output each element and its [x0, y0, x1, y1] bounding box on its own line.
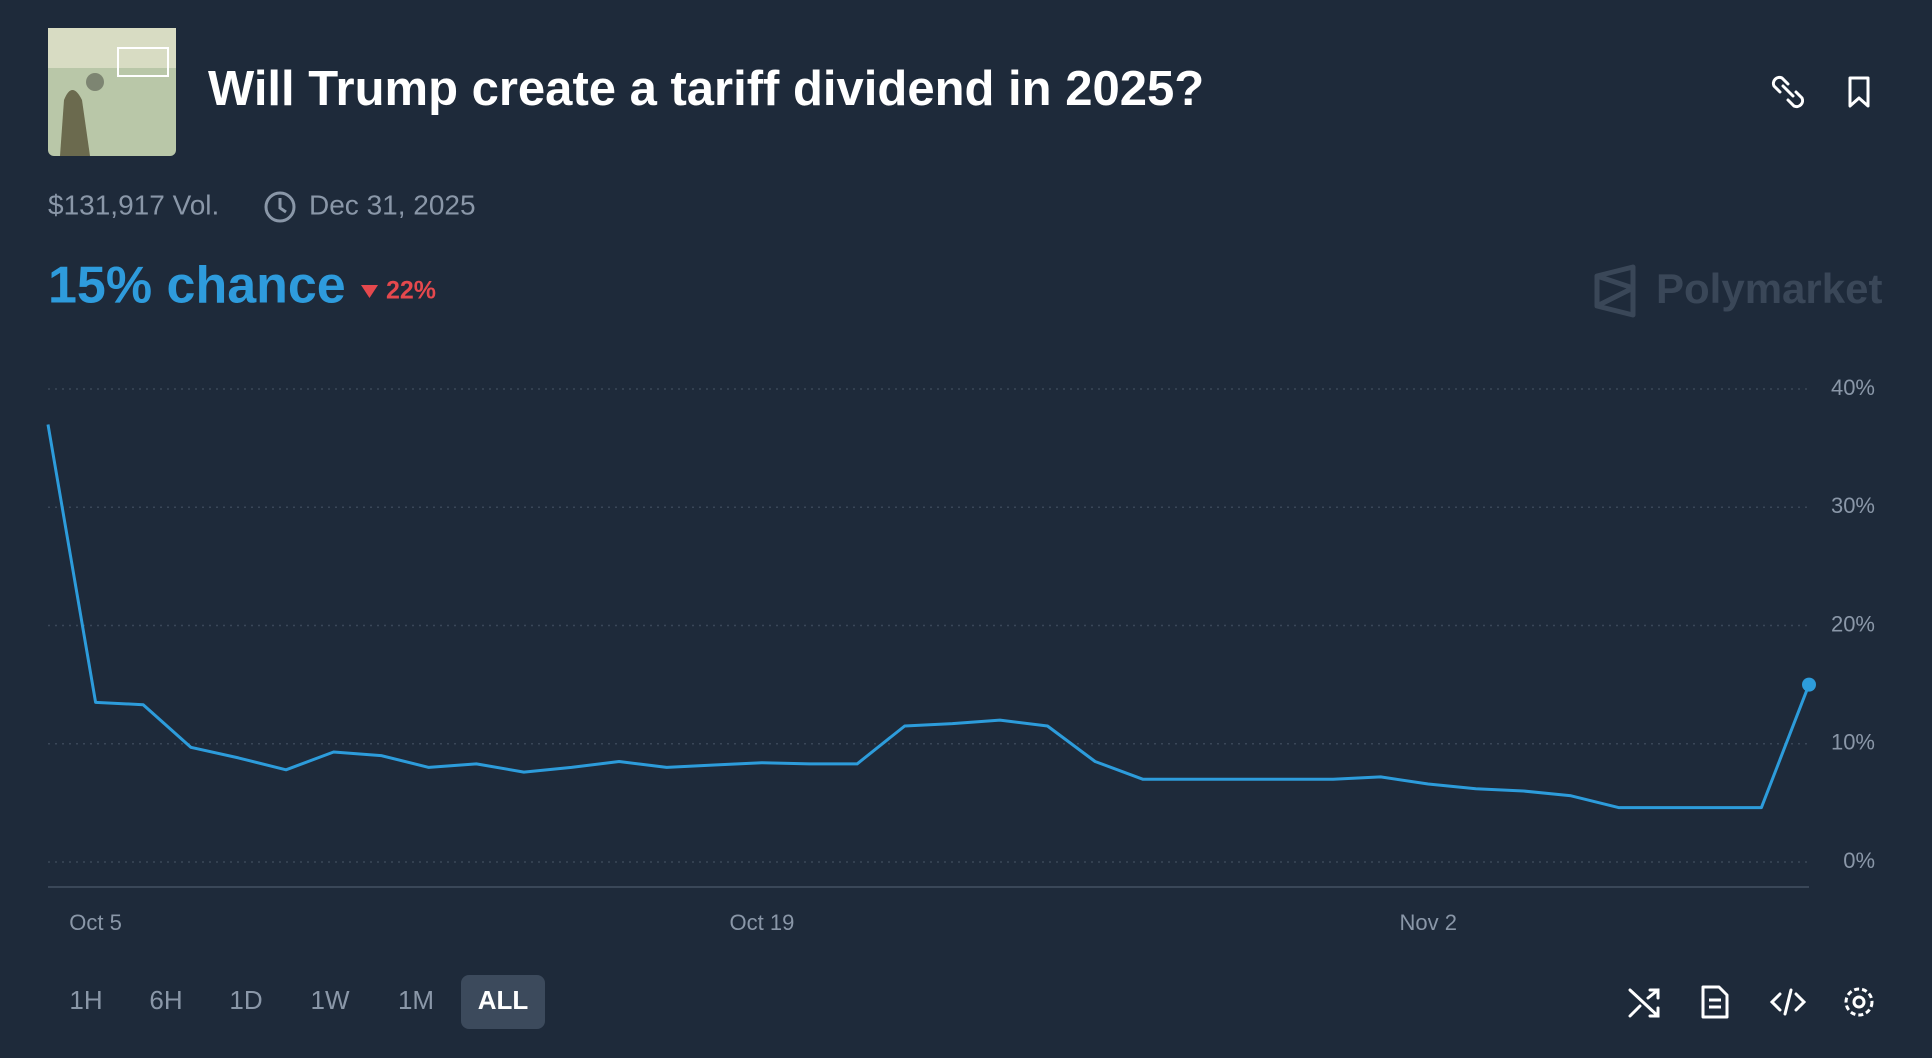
y-tick-label: 20% [1831, 611, 1875, 636]
document-button[interactable] [1701, 985, 1729, 1019]
down-arrow [361, 285, 378, 298]
shuffle-button[interactable] [1628, 988, 1660, 1018]
market-title: Will Trump create a tariff dividend in 2… [208, 62, 1204, 116]
active-range-bg [461, 975, 545, 1029]
copy-link-button[interactable] [1771, 75, 1805, 109]
embed-button[interactable] [1769, 988, 1807, 1016]
chart: 0% 10% 20% 30% 40% Oct 5 Oct 19 Nov 2 [46, 375, 1875, 935]
y-tick-label: 30% [1831, 493, 1875, 518]
x-tick-label: Oct 19 [730, 910, 795, 935]
x-tick-label: Nov 2 [1400, 910, 1457, 935]
change: 22% [386, 277, 436, 305]
y-tick-label: 10% [1831, 730, 1875, 755]
brand-name: Polymarket [1656, 265, 1882, 312]
x-tick-label: Oct 5 [69, 910, 122, 935]
range-buttons: 1H 6H 1D 1W 1M ALL [69, 975, 545, 1029]
clock-icon [264, 191, 296, 223]
range-button[interactable]: 6H [149, 985, 182, 1015]
price-line [46, 424, 1811, 810]
bookmark-button[interactable] [1848, 76, 1870, 108]
brand-logo [1594, 264, 1636, 318]
range-button[interactable]: 1D [229, 985, 262, 1015]
y-tick-label: 40% [1831, 375, 1875, 400]
end-date: Dec 31, 2025 [309, 189, 476, 220]
settings-button[interactable] [1844, 987, 1874, 1017]
range-button[interactable]: ALL [478, 985, 529, 1015]
chance: 15% chance [48, 257, 346, 315]
volume: $131,917 Vol. [48, 189, 219, 220]
thumbnail [48, 28, 176, 156]
range-button[interactable]: 1M [398, 985, 434, 1015]
range-button[interactable]: 1W [311, 985, 350, 1015]
y-tick-label: 0% [1843, 848, 1875, 873]
range-button[interactable]: 1H [69, 985, 102, 1015]
last-point [1802, 677, 1816, 692]
